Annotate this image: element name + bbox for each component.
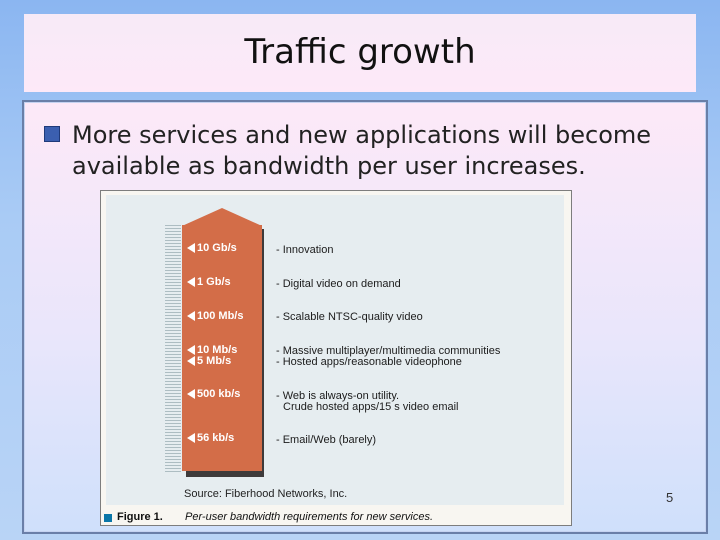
bandwidth-scale-ticks	[165, 225, 181, 473]
left-arrow-icon	[187, 345, 195, 356]
bandwidth-bar	[182, 225, 262, 471]
caption-label: Figure 1.	[117, 511, 163, 523]
service-innovation: - Innovation	[276, 244, 334, 256]
service-video-on-demand: - Digital video on demand	[276, 278, 401, 290]
bullet-text: More services and new applications will …	[72, 121, 652, 180]
left-arrow-icon	[187, 356, 195, 367]
service-hosted-apps: - Hosted apps/reasonable videophone	[276, 356, 462, 368]
level-500kbps: 500 kb/s	[187, 388, 240, 400]
square-bullet-icon	[44, 126, 60, 142]
slide-title: Traffic growth	[244, 32, 476, 72]
caption-text: Per-user bandwidth requirements for new …	[185, 511, 434, 523]
page-number: 5	[666, 490, 674, 505]
bandwidth-figure: 10 Gb/s 1 Gb/s 100 Mb/s 10 Mb/s 5 Mb/s 5…	[100, 190, 572, 526]
service-ntsc-video: - Scalable NTSC-quality video	[276, 311, 423, 323]
level-56kbps: 56 kb/s	[187, 432, 234, 444]
left-arrow-icon	[187, 243, 195, 254]
left-arrow-icon	[187, 433, 195, 444]
figure-source: Source: Fiberhood Networks, Inc.	[184, 488, 348, 500]
bar-roof	[182, 208, 262, 226]
service-email-web: - Email/Web (barely)	[276, 434, 377, 446]
level-10gbps: 10 Gb/s	[187, 242, 237, 254]
left-arrow-icon	[187, 389, 195, 400]
title-band	[24, 14, 696, 92]
figure-caption: Figure 1. Per-user bandwidth requirement…	[101, 511, 571, 525]
service-multiplayer: - Massive multiplayer/multimedia communi…	[276, 345, 501, 357]
level-10mbps: 10 Mb/s	[187, 344, 237, 356]
service-video-email: Crude hosted apps/15 s video email	[283, 401, 459, 413]
level-5mbps: 5 Mb/s	[187, 355, 231, 367]
service-web-utility: - Web is always-on utility.	[276, 390, 400, 402]
left-arrow-icon	[187, 277, 195, 288]
level-100mbps: 100 Mb/s	[187, 310, 243, 322]
figure-canvas: 10 Gb/s 1 Gb/s 100 Mb/s 10 Mb/s 5 Mb/s 5…	[106, 195, 564, 505]
level-1gbps: 1 Gb/s	[187, 276, 231, 288]
caption-square-icon	[104, 514, 112, 522]
left-arrow-icon	[187, 311, 195, 322]
